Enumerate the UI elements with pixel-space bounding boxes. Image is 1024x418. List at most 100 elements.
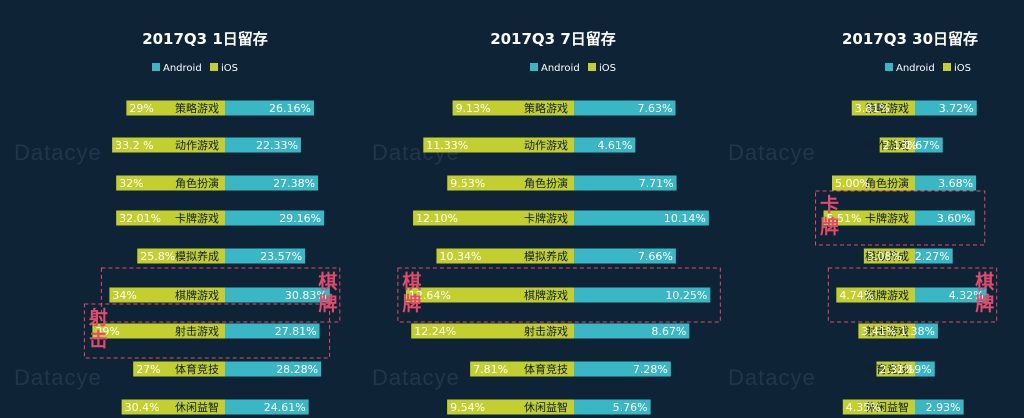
category-label: 棋牌游戏 (175, 288, 219, 302)
annotation-label: 棋 (402, 270, 421, 293)
watermark: Datacye (14, 140, 102, 165)
bar-ios (876, 361, 915, 377)
bar-ios (109, 287, 225, 303)
bar-android (225, 100, 314, 116)
bar-ios (112, 137, 225, 153)
bar-android (915, 137, 943, 153)
data-label-ios: 39% (95, 325, 119, 338)
bar-android (225, 175, 319, 191)
bar-ios (470, 361, 574, 377)
bar-ios (836, 287, 915, 303)
data-label-ios: 30.4% (125, 401, 160, 414)
category-label: 卡牌游戏 (175, 211, 219, 225)
category-label: 休闲益智 (524, 400, 568, 414)
category-label: 角色扮演 (524, 176, 568, 190)
annotation-label: 牌 (318, 292, 337, 315)
data-label-ios: 34% (112, 289, 136, 302)
legend-label-ios: iOS (954, 63, 971, 74)
data-label-ios: 5.00% (835, 177, 870, 190)
bar-ios (858, 323, 915, 339)
legend-swatch-ios (943, 63, 951, 71)
bar-ios (121, 399, 225, 415)
data-label-ios: 27% (136, 363, 160, 376)
bar-ios (832, 175, 915, 191)
bar-ios (447, 399, 574, 415)
bar-android (915, 361, 935, 377)
annotation-label: 射 (88, 306, 108, 329)
category-label: 策略游戏 (524, 101, 568, 115)
data-label-android: 23.57% (260, 250, 302, 263)
data-label-android: 3.68% (938, 177, 973, 190)
data-label-ios: 3.81% (855, 102, 890, 115)
legend-label-android: Android (163, 63, 202, 74)
bar-android (574, 248, 676, 264)
chart-title: 2017Q3 7日留存 (490, 30, 616, 48)
data-label-ios: 9.53% (450, 177, 485, 190)
bar-ios (436, 248, 574, 264)
data-label-ios: 5.51% (827, 212, 862, 225)
legend-swatch-android (885, 63, 893, 71)
bar-android (915, 175, 977, 191)
category-label: 动作游戏 (865, 139, 909, 152)
data-label-ios: 4.35% (846, 401, 881, 414)
annotation-box (83, 303, 331, 359)
data-label-android: 1.67% (905, 139, 940, 152)
legend-swatch-ios (210, 63, 218, 71)
category-label: 休闲益智 (865, 400, 909, 414)
data-label-android: 7.63% (638, 102, 673, 115)
data-label-ios: 11.33% (426, 139, 468, 152)
data-label-android: 29.16% (279, 212, 321, 225)
category-label: 模拟养成 (865, 249, 909, 263)
bar-android (915, 287, 987, 303)
annotation-label: 棋 (975, 270, 994, 293)
category-label: 角色扮演 (865, 176, 909, 190)
bar-android (574, 137, 636, 153)
data-label-android: 1.38% (900, 325, 935, 338)
data-label-ios: 3.08% (867, 250, 902, 263)
bar-android (574, 100, 676, 116)
chart-title: 2017Q3 1日留存 (142, 30, 268, 48)
legend-label-android: Android (541, 63, 580, 74)
bar-ios (126, 100, 225, 116)
category-label: 卡牌游戏 (865, 211, 909, 225)
category-label: 角色扮演 (175, 176, 219, 190)
category-label: 休闲益智 (175, 400, 219, 414)
data-label-ios: 33.2 % (115, 139, 153, 152)
data-label-android: 24.61% (264, 401, 306, 414)
watermark: Datacye (14, 365, 102, 390)
category-label: 策略游戏 (175, 101, 219, 115)
category-label: 模拟养成 (524, 249, 568, 263)
data-label-ios: 3.41% (861, 325, 896, 338)
bar-ios (879, 137, 915, 153)
annotation-box (827, 267, 998, 323)
bar-android (225, 287, 330, 303)
category-label: 模拟养成 (175, 249, 219, 263)
watermark: Datacye (728, 365, 816, 390)
annotation-box (397, 267, 721, 323)
data-label-android: 27.81% (275, 325, 317, 338)
bar-ios (452, 100, 574, 116)
category-label: 射击游戏 (524, 324, 568, 338)
data-label-ios: 9.13% (456, 102, 491, 115)
bar-ios (405, 287, 574, 303)
category-label: 棋牌游戏 (865, 288, 909, 302)
bar-android (574, 210, 709, 226)
data-label-android: 3.60% (937, 212, 972, 225)
bar-ios (823, 210, 915, 226)
annotation-box (815, 190, 986, 246)
watermark: Datacye (372, 365, 460, 390)
bar-android (915, 323, 938, 339)
data-label-android: 8.67% (651, 325, 686, 338)
bar-android (574, 287, 711, 303)
data-label-android: 7.71% (639, 177, 674, 190)
data-label-android: 3.72% (939, 102, 974, 115)
category-label: 射击游戏 (175, 324, 219, 338)
annotation-label: 牌 (975, 292, 994, 315)
bar-android (225, 248, 306, 264)
annotation-box (100, 267, 341, 323)
bar-android (225, 137, 301, 153)
legend-label-ios: iOS (221, 63, 238, 74)
bar-android (574, 175, 677, 191)
data-label-ios: 29% (129, 102, 153, 115)
data-label-ios: 12.64% (409, 289, 451, 302)
